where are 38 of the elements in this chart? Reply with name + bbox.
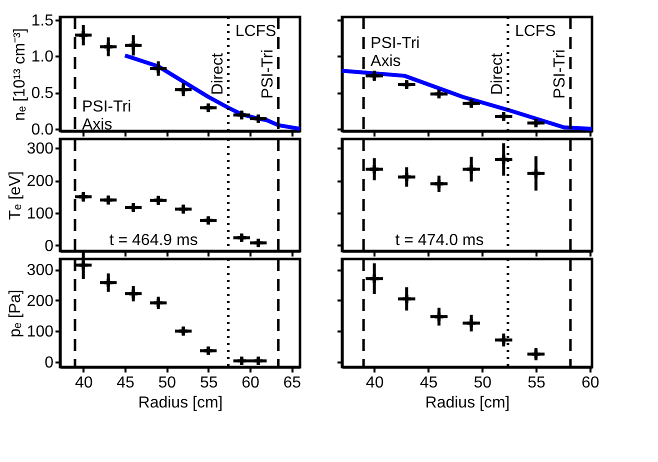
y-tick-label: 100 bbox=[26, 206, 54, 223]
annotation: t = 474.0 ms bbox=[395, 232, 484, 249]
y-tick-label: 1.5 bbox=[31, 12, 54, 30]
x-tick-label: 50 bbox=[158, 374, 176, 392]
annotation: LCFS bbox=[514, 22, 556, 40]
x-tick-label: 50 bbox=[474, 374, 492, 392]
y-tick-label: 200 bbox=[26, 173, 54, 190]
y-tick-label: 0.5 bbox=[31, 85, 54, 102]
y-tick-label: 1.0 bbox=[31, 48, 54, 66]
ref-line-label: Direct bbox=[209, 52, 226, 95]
y-tick-label: 0 bbox=[44, 354, 54, 372]
x-axis-title: Radius [cm] bbox=[425, 394, 510, 412]
x-tick-label: 55 bbox=[200, 374, 218, 392]
ref-line-label: PSI-Tri bbox=[259, 49, 276, 99]
annotation: t = 464.9 ms bbox=[109, 232, 198, 249]
annotation: PSI-Tri Axis bbox=[370, 35, 420, 70]
y-axis-title: pₑ [Pa] bbox=[6, 290, 24, 338]
x-tick-label: 65 bbox=[283, 374, 302, 392]
y-tick-label: 200 bbox=[26, 292, 54, 310]
y-axis-title: nₑ [10¹³ cm⁻³] bbox=[11, 28, 28, 121]
x-tick-label: 55 bbox=[528, 374, 546, 392]
x-tick-label: 40 bbox=[366, 374, 384, 392]
annotation: LCFS bbox=[235, 22, 276, 40]
y-tick-label: 0 bbox=[44, 238, 54, 255]
y-tick-label: 300 bbox=[26, 262, 54, 280]
ref-line-label: Direct bbox=[488, 52, 506, 95]
x-tick-label: 45 bbox=[420, 374, 438, 392]
y-tick-label: 0.0 bbox=[31, 121, 54, 138]
y-tick-label: 100 bbox=[26, 324, 54, 341]
x-tick-label: 60 bbox=[581, 374, 600, 392]
y-tick-label: 300 bbox=[26, 140, 54, 158]
x-tick-label: 45 bbox=[116, 374, 134, 392]
y-axis-title: Tₑ [eV] bbox=[6, 171, 24, 220]
x-tick-label: 40 bbox=[74, 374, 93, 392]
ref-line-label: PSI-Tri bbox=[551, 49, 568, 99]
x-axis-title: Radius [cm] bbox=[138, 394, 223, 412]
annotation: PSI-Tri Axis bbox=[82, 98, 132, 134]
x-tick-label: 60 bbox=[242, 374, 260, 392]
